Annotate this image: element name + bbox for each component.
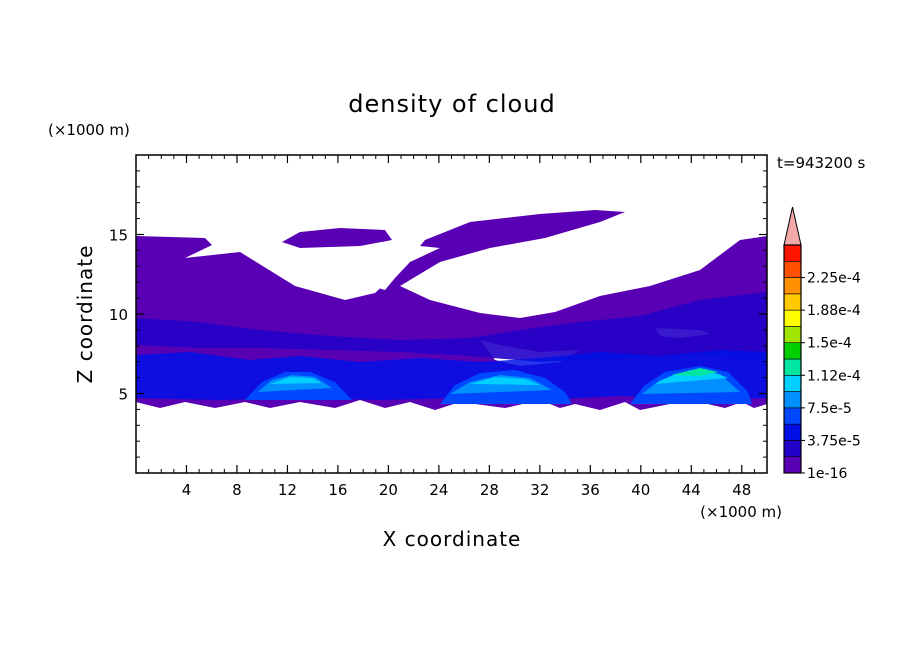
colorbar-extend-arrow [783,206,802,246]
colorbar-swatch [783,342,802,360]
colorbar-swatch [783,244,802,262]
y-axis-label: Z coordinate [73,245,97,384]
chart-title: density of cloud [348,90,555,118]
x-tick-label: 36 [581,481,600,499]
y-tick-label: 5 [118,386,128,404]
y-tick-label: 15 [109,227,128,245]
x-tick-label: 40 [631,481,650,499]
colorbar-label: 3.75e-5 [807,433,861,449]
colorbar-label: 1.12e-4 [807,368,861,384]
y-tick-label: 10 [109,306,128,324]
colorbar-label: 1.88e-4 [807,303,861,319]
colorbar-swatch [783,277,802,295]
cloud-band-mid [136,292,767,362]
x-axis-label: X coordinate [383,527,522,551]
y-axis-ticks: 5 10 15 [109,170,767,458]
colorbar-frame [783,244,802,474]
colorbar-swatch [783,293,802,311]
contour-field [136,210,767,410]
x-tick-label: 24 [429,481,448,499]
colorbar-swatch [783,440,802,458]
colorbar-swatch [783,309,802,327]
x-tick-label: 4 [182,481,192,499]
colorbar-label: 1.5e-4 [807,336,852,352]
colorbar-swatch [783,456,802,474]
colorbar-label: 7.5e-5 [807,401,852,417]
x-tick-label: 8 [232,481,242,499]
colorbar-swatch [783,407,802,425]
x-axis-ticks: 4 8 12 16 20 24 28 32 36 40 44 48 [148,155,755,499]
colorbar-label: 2.25e-4 [807,271,861,287]
cloud-core-right [672,368,718,376]
x-tick-label: 28 [480,481,499,499]
x-tick-label: 20 [379,481,398,499]
x-tick-label: 44 [682,481,701,499]
colorbar-swatch [783,326,802,344]
colorbar-swatch [783,423,802,441]
colorbar-label: 1e-16 [807,466,847,482]
x-tick-label: 12 [278,481,297,499]
cloud-core-left [270,377,322,384]
x-tick-label: 16 [328,481,347,499]
cloud-patch-upper [282,228,392,248]
colorbar-swatch [783,391,802,409]
colorbar-swatch [783,358,802,376]
colorbar-swatch [783,260,802,278]
colorbar: 1e-16 3.75e-5 7.5e-5 1.12e-4 1.5e-4 1.88e-4 2.… [783,206,861,482]
x-unit-label: (×1000 m) [700,503,782,521]
time-label: t=943200 s [777,154,865,172]
cloud-core-middle [470,377,540,385]
colorbar-swatch [783,374,802,392]
x-tick-label: 48 [732,481,751,499]
cloud-gap [245,246,440,290]
x-tick-label: 32 [530,481,549,499]
y-unit-label: (×1000 m) [48,121,130,139]
